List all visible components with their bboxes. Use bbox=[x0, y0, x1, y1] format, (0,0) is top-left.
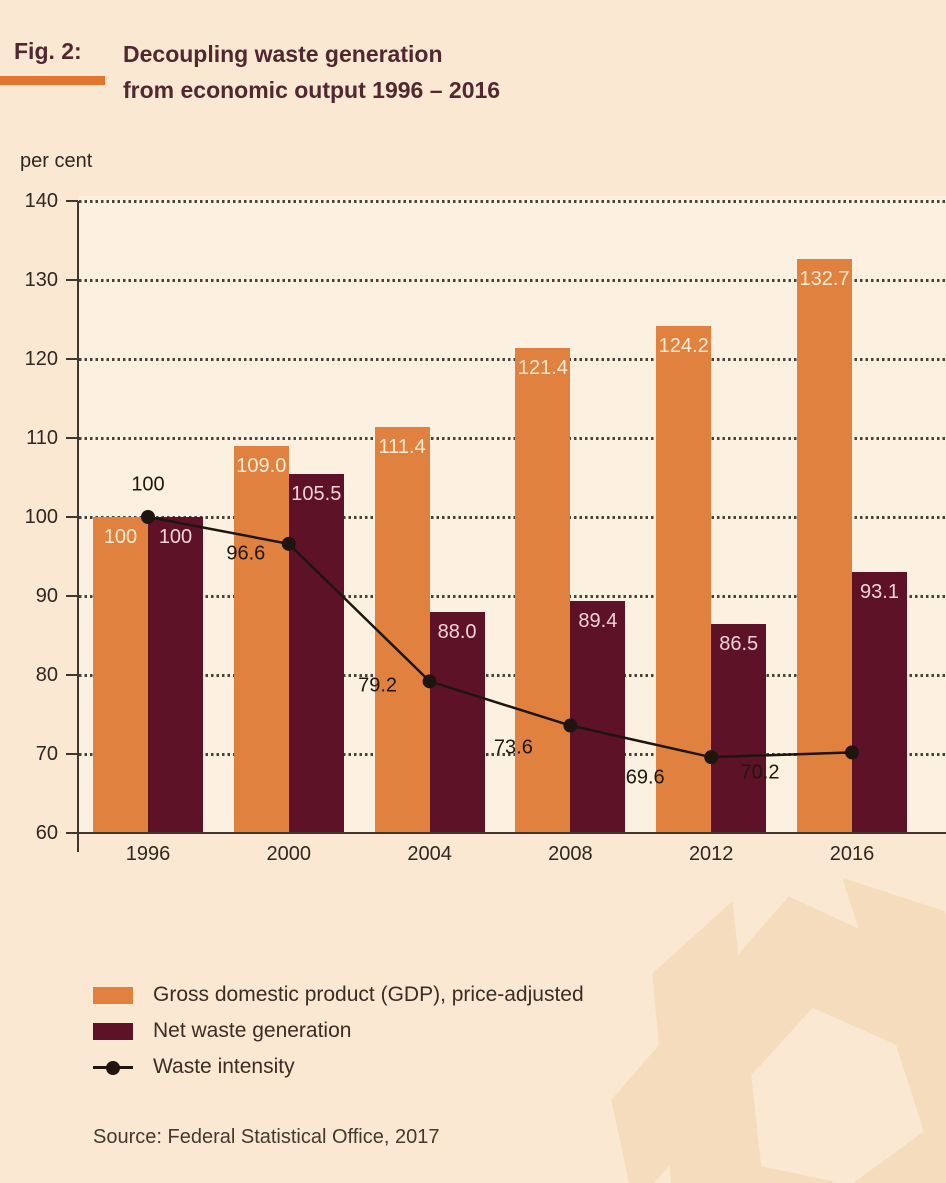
figure-accent-rule bbox=[0, 76, 105, 85]
y-axis-tick bbox=[66, 674, 78, 676]
net-waste-bar-value-label: 100 bbox=[158, 526, 193, 548]
x-tick-label: 2008 bbox=[548, 843, 593, 865]
line-point bbox=[281, 536, 296, 551]
y-tick-label: 110 bbox=[26, 427, 58, 449]
gridline bbox=[79, 200, 946, 203]
gdp-bar bbox=[656, 325, 712, 833]
gridline bbox=[79, 279, 946, 282]
line-point bbox=[704, 750, 719, 765]
legend-line-swatch bbox=[93, 1059, 133, 1076]
y-axis-tick bbox=[66, 516, 78, 518]
y-axis-tick bbox=[66, 200, 78, 202]
legend-swatch bbox=[93, 1022, 133, 1040]
y-tick-label: 70 bbox=[35, 743, 58, 765]
legend-row: Waste intensity bbox=[93, 1056, 584, 1078]
x-tick-label: 2000 bbox=[266, 843, 312, 865]
gridline bbox=[79, 674, 946, 677]
net-waste-bar-value-label: 93.1 bbox=[860, 580, 899, 603]
y-tick-label: 60 bbox=[35, 822, 58, 844]
legend-label: Net waste generation bbox=[153, 1019, 352, 1042]
y-tick-label: 90 bbox=[35, 585, 58, 607]
gridline bbox=[79, 595, 946, 598]
gdp-bar-value-label: 132.7 bbox=[799, 267, 850, 290]
y-tick-label: 120 bbox=[24, 348, 58, 370]
net-waste-bar-value-label: 89.4 bbox=[578, 609, 618, 632]
y-axis-tick bbox=[66, 358, 78, 360]
x-tick-label: 2004 bbox=[407, 843, 452, 865]
gridline bbox=[79, 516, 946, 519]
legend-row: Gross domestic product (GDP), price-adju… bbox=[93, 984, 584, 1006]
line-value-label: 100 bbox=[131, 473, 165, 496]
legend-label: Waste intensity bbox=[153, 1055, 295, 1078]
x-tick-label: 2012 bbox=[688, 843, 734, 865]
line-value-label: 70.2 bbox=[740, 761, 780, 784]
y-axis-unit-label: per cent bbox=[20, 150, 93, 172]
line-point bbox=[141, 510, 155, 524]
net-waste-bar bbox=[570, 600, 626, 833]
gdp-bar bbox=[93, 517, 148, 833]
figure-title-line1: Decoupling waste generation bbox=[123, 41, 443, 67]
gdp-bar bbox=[233, 445, 289, 833]
legend-label: Gross domestic product (GDP), price-adju… bbox=[153, 983, 584, 1006]
gdp-bar-value-label: 111.4 bbox=[378, 435, 426, 458]
recycling-watermark-icon bbox=[611, 877, 946, 1183]
gdp-bar bbox=[797, 258, 852, 833]
net-waste-bar-value-label: 105.5 bbox=[291, 482, 342, 505]
line-point bbox=[422, 674, 437, 689]
y-tick-label: 80 bbox=[35, 664, 58, 686]
x-tick-label: 1996 bbox=[125, 843, 171, 865]
line-value-label: 79.2 bbox=[358, 674, 398, 697]
gdp-bar-value-label: 121.4 bbox=[517, 356, 568, 379]
legend-row: Net waste generation bbox=[93, 1020, 584, 1042]
net-waste-bar bbox=[711, 623, 767, 833]
figure-label: Fig. 2: bbox=[14, 38, 82, 64]
y-axis-line bbox=[77, 201, 79, 852]
gdp-bar bbox=[374, 426, 430, 833]
gdp-bar-value-label: 124.2 bbox=[658, 334, 709, 357]
line-value-label: 69.6 bbox=[625, 766, 665, 789]
net-waste-bar bbox=[852, 571, 907, 833]
y-tick-label: 130 bbox=[24, 269, 58, 291]
gridline bbox=[79, 437, 946, 440]
y-tick-label: 140 bbox=[24, 190, 58, 212]
gridline bbox=[79, 753, 946, 756]
y-tick-label: 100 bbox=[24, 506, 58, 528]
y-axis-tick bbox=[66, 437, 78, 439]
chart-legend: Gross domestic product (GDP), price-adju… bbox=[93, 984, 584, 1092]
net-waste-bar-value-label: 86.5 bbox=[719, 632, 759, 655]
gridline bbox=[79, 358, 946, 361]
gdp-bar bbox=[515, 347, 571, 833]
net-waste-bar-value-label: 88.0 bbox=[437, 620, 477, 643]
y-axis-tick bbox=[66, 279, 78, 281]
legend-swatch bbox=[93, 986, 133, 1004]
net-waste-bar bbox=[148, 517, 203, 833]
line-point bbox=[563, 718, 578, 733]
source-note: Source: Federal Statistical Office, 2017 bbox=[93, 1126, 440, 1148]
y-axis-tick bbox=[66, 753, 78, 755]
gdp-bar-value-label: 109.0 bbox=[236, 454, 287, 477]
x-axis-line bbox=[66, 832, 946, 834]
line-value-label: 73.6 bbox=[493, 736, 533, 759]
line-point bbox=[845, 745, 859, 760]
net-waste-bar bbox=[429, 611, 485, 833]
y-axis-tick bbox=[66, 595, 78, 597]
figure-title-line2: from economic output 1996 – 2016 bbox=[123, 77, 501, 103]
net-waste-bar bbox=[288, 473, 344, 833]
line-value-label: 96.6 bbox=[226, 542, 266, 565]
figure-title: Decoupling waste generation from economi… bbox=[123, 36, 500, 108]
gdp-bar-value-label: 100 bbox=[103, 526, 138, 548]
x-tick-label: 2016 bbox=[829, 843, 875, 865]
